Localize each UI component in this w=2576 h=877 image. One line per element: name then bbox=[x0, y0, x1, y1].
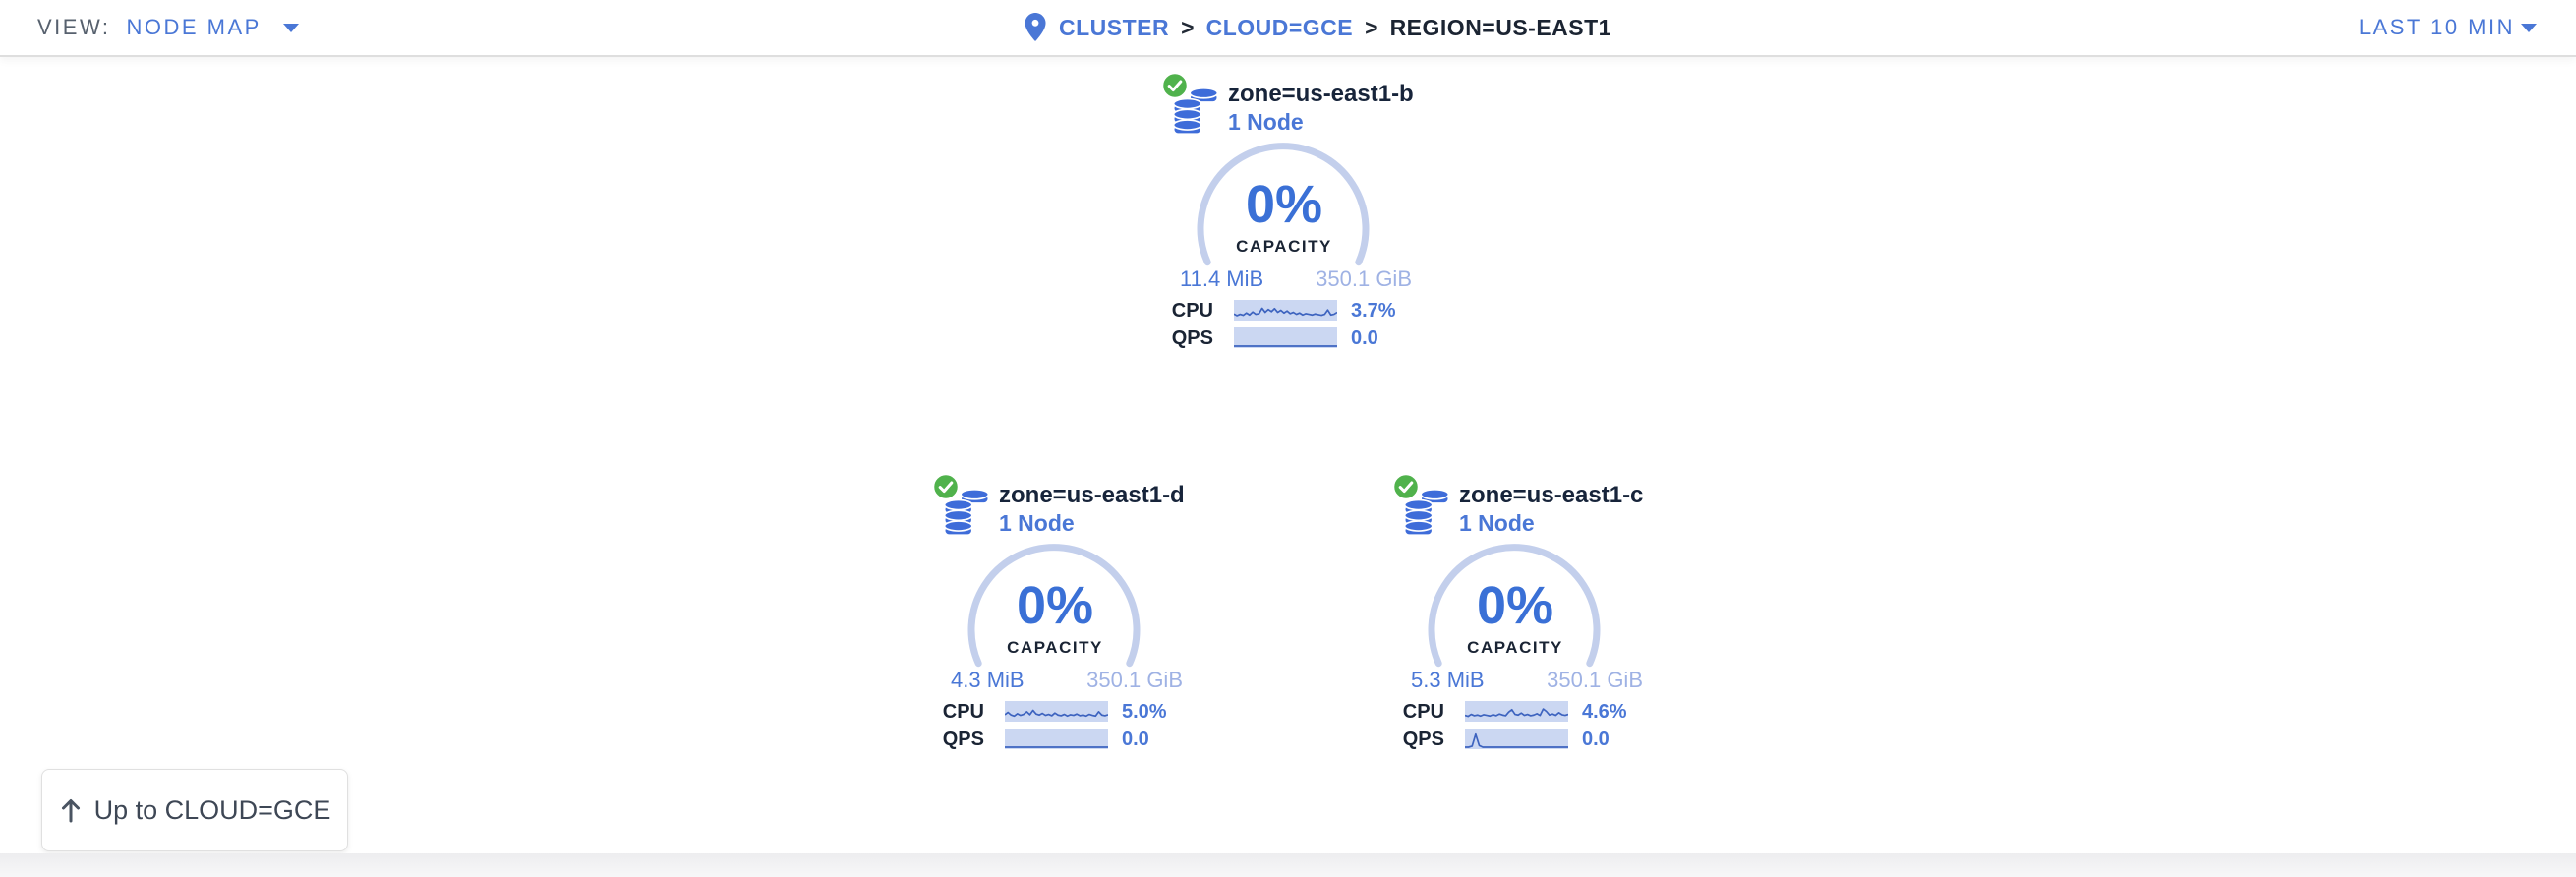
breadcrumb-cloud[interactable]: CLOUD=GCE bbox=[1205, 14, 1354, 40]
capacity-values: 5.3 MiB 350.1 GiB bbox=[1411, 668, 1643, 693]
qps-metric-row: QPS 0.0 bbox=[929, 729, 1185, 750]
qps-label: QPS bbox=[1171, 327, 1213, 349]
capacity-total-value: 350.1 GiB bbox=[1316, 266, 1412, 291]
qps-value: 0.0 bbox=[1582, 729, 1610, 750]
chevron-down-icon bbox=[2521, 23, 2537, 32]
up-to-parent-button[interactable]: Up to CLOUD=GCE bbox=[41, 769, 348, 851]
status-ok-icon bbox=[1391, 472, 1421, 501]
cpu-value: 3.7% bbox=[1351, 300, 1396, 322]
capacity-label: CAPACITY bbox=[1467, 638, 1563, 657]
map-pin-icon bbox=[1024, 12, 1047, 43]
capacity-used-value: 4.3 MiB bbox=[951, 668, 1025, 692]
zone-card-us-east1-b[interactable]: zone=us-east1-b 1 Node 0% CAPACITY 11.4 … bbox=[1158, 59, 1414, 356]
qps-value: 0.0 bbox=[1351, 327, 1378, 349]
qps-sparkline bbox=[1234, 327, 1337, 348]
cpu-label: CPU bbox=[1171, 300, 1213, 322]
view-value[interactable]: NODE MAP bbox=[126, 15, 262, 39]
zone-title: zone=us-east1-d bbox=[999, 482, 1185, 508]
cpu-metric-row: CPU 5.0% bbox=[929, 701, 1185, 723]
cpu-sparkline bbox=[1005, 701, 1108, 722]
breadcrumb-separator: > bbox=[1365, 14, 1378, 40]
database-stack-icon bbox=[943, 489, 990, 536]
capacity-used-value: 5.3 MiB bbox=[1411, 668, 1485, 692]
breadcrumb-region-current: REGION=US-EAST1 bbox=[1389, 14, 1611, 40]
bottom-edge-strip bbox=[0, 853, 2576, 877]
chevron-down-icon bbox=[282, 23, 299, 32]
capacity-values: 4.3 MiB 350.1 GiB bbox=[951, 668, 1183, 693]
cpu-label: CPU bbox=[1402, 701, 1444, 723]
zone-title: zone=us-east1-c bbox=[1459, 482, 1644, 508]
cpu-metric-row: CPU 3.7% bbox=[1158, 300, 1414, 322]
cpu-metric-row: CPU 4.6% bbox=[1389, 701, 1645, 723]
capacity-gauge-arc bbox=[1197, 143, 1370, 266]
zone-icon bbox=[931, 472, 990, 536]
status-ok-icon bbox=[1160, 71, 1190, 100]
capacity-percent: 0% bbox=[1016, 576, 1094, 635]
zone-node-count: 1 Node bbox=[999, 510, 1075, 536]
qps-label: QPS bbox=[942, 729, 984, 750]
zone-card-us-east1-c[interactable]: zone=us-east1-c 1 Node 0% CAPACITY 5.3 M… bbox=[1389, 460, 1645, 757]
breadcrumb-separator: > bbox=[1181, 14, 1195, 40]
time-range-value[interactable]: LAST 10 MIN bbox=[2358, 15, 2515, 39]
qps-sparkline bbox=[1465, 729, 1568, 749]
capacity-values: 11.4 MiB 350.1 GiB bbox=[1180, 266, 1412, 292]
qps-metric-row: QPS 0.0 bbox=[1389, 729, 1645, 750]
capacity-total-value: 350.1 GiB bbox=[1547, 668, 1643, 692]
zone-node-count: 1 Node bbox=[1228, 109, 1304, 135]
view-selector[interactable]: VIEW: NODE MAP bbox=[37, 0, 299, 55]
breadcrumb: CLUSTER > CLOUD=GCE > REGION=US-EAST1 bbox=[1024, 0, 1611, 55]
capacity-gauge-arc bbox=[967, 544, 1141, 668]
breadcrumb-cluster[interactable]: CLUSTER bbox=[1059, 14, 1170, 40]
capacity-label: CAPACITY bbox=[1236, 237, 1332, 256]
database-stack-icon bbox=[1172, 88, 1219, 135]
topbar: VIEW: NODE MAP CLUSTER > CLOUD=GCE > REG… bbox=[0, 0, 2576, 57]
view-label: VIEW: bbox=[37, 15, 111, 39]
cpu-value: 4.6% bbox=[1582, 701, 1627, 723]
zone-card-us-east1-d[interactable]: zone=us-east1-d 1 Node 0% CAPACITY 4.3 M… bbox=[929, 460, 1185, 757]
capacity-percent: 0% bbox=[1245, 175, 1323, 234]
up-button-label: Up to CLOUD=GCE bbox=[93, 794, 331, 825]
database-stack-icon bbox=[1403, 489, 1450, 536]
zone-node-count: 1 Node bbox=[1459, 510, 1535, 536]
capacity-gauge-arc bbox=[1428, 544, 1601, 668]
cpu-label: CPU bbox=[942, 701, 984, 723]
arrow-up-icon bbox=[59, 796, 83, 824]
cpu-value: 5.0% bbox=[1122, 701, 1167, 723]
qps-sparkline bbox=[1005, 729, 1108, 749]
capacity-used-value: 11.4 MiB bbox=[1180, 266, 1264, 291]
qps-label: QPS bbox=[1402, 729, 1444, 750]
capacity-total-value: 350.1 GiB bbox=[1086, 668, 1183, 692]
capacity-percent: 0% bbox=[1476, 576, 1554, 635]
status-ok-icon bbox=[931, 472, 961, 501]
qps-value: 0.0 bbox=[1122, 729, 1149, 750]
zone-icon bbox=[1391, 472, 1450, 536]
zone-icon bbox=[1160, 71, 1219, 135]
time-range-selector[interactable]: LAST 10 MIN bbox=[2359, 0, 2537, 55]
qps-metric-row: QPS 0.0 bbox=[1158, 327, 1414, 349]
zone-title: zone=us-east1-b bbox=[1228, 81, 1414, 107]
cpu-sparkline bbox=[1465, 701, 1568, 722]
capacity-label: CAPACITY bbox=[1007, 638, 1103, 657]
cpu-sparkline bbox=[1234, 300, 1337, 321]
